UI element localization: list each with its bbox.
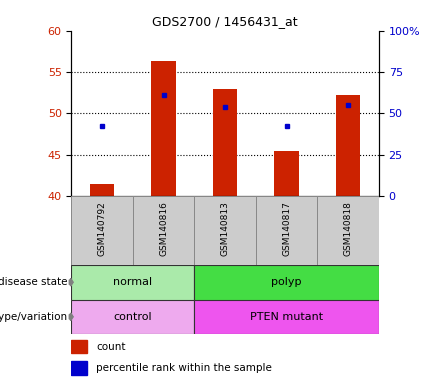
Text: percentile rank within the sample: percentile rank within the sample xyxy=(96,363,272,373)
Text: GSM140817: GSM140817 xyxy=(282,201,291,256)
Text: PTEN mutant: PTEN mutant xyxy=(250,312,323,322)
Title: GDS2700 / 1456431_at: GDS2700 / 1456431_at xyxy=(152,15,298,28)
Text: disease state: disease state xyxy=(0,277,67,287)
Bar xyxy=(71,339,87,353)
Text: GSM140813: GSM140813 xyxy=(221,201,229,256)
Text: control: control xyxy=(113,312,152,322)
Bar xyxy=(90,184,114,196)
Bar xyxy=(152,61,176,196)
Bar xyxy=(133,196,194,265)
Bar xyxy=(71,300,194,334)
Text: GSM140818: GSM140818 xyxy=(344,201,352,256)
Bar xyxy=(317,196,379,265)
Text: GSM140816: GSM140816 xyxy=(159,201,168,256)
Bar xyxy=(71,361,87,375)
Text: genotype/variation: genotype/variation xyxy=(0,312,67,322)
Text: polyp: polyp xyxy=(271,277,302,287)
Bar xyxy=(71,265,194,300)
Bar xyxy=(194,196,256,265)
Bar xyxy=(194,300,379,334)
Bar xyxy=(194,265,379,300)
Bar xyxy=(256,196,317,265)
Bar xyxy=(336,95,360,196)
Bar xyxy=(71,196,133,265)
Text: count: count xyxy=(96,341,126,351)
Text: normal: normal xyxy=(113,277,152,287)
Bar xyxy=(213,88,237,196)
Text: GSM140792: GSM140792 xyxy=(98,201,107,256)
Bar xyxy=(275,151,299,196)
